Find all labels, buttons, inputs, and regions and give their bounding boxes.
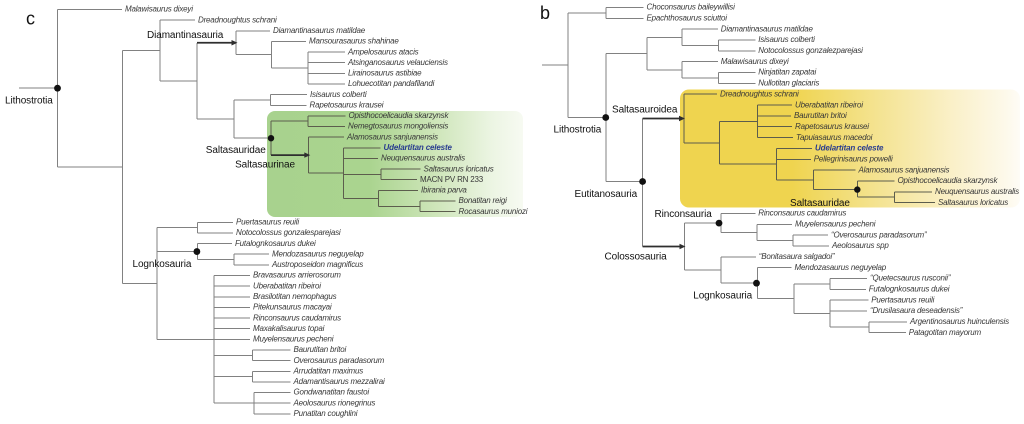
svg-text:Dreadnoughtus schrani: Dreadnoughtus schrani xyxy=(198,15,277,24)
svg-text:Ninjatitan zapatai: Ninjatitan zapatai xyxy=(758,68,816,77)
svg-text:Futalognkosaurus dukei: Futalognkosaurus dukei xyxy=(235,239,316,248)
svg-text:Austroposeidon magnificus: Austroposeidon magnificus xyxy=(271,260,363,269)
svg-text:Pellegrinisaurus powelli: Pellegrinisaurus powelli xyxy=(814,155,893,164)
svg-text:Mendozasaurus neguyelap: Mendozasaurus neguyelap xyxy=(272,249,364,258)
svg-text:Lithostrotia: Lithostrotia xyxy=(554,124,602,135)
svg-text:Pitekunsaurus macayai: Pitekunsaurus macayai xyxy=(253,303,332,312)
svg-text:Saltasauridae: Saltasauridae xyxy=(206,145,266,156)
svg-text:Malawisaurus dixeyi: Malawisaurus dixeyi xyxy=(125,5,193,14)
svg-text:Lohuecotitan pandafilandi: Lohuecotitan pandafilandi xyxy=(348,79,435,88)
svg-text:Diamantinasaurus matildae: Diamantinasaurus matildae xyxy=(273,26,366,35)
svg-text:Punatitan coughlini: Punatitan coughlini xyxy=(294,409,358,418)
svg-text:Arrudatitan maximus: Arrudatitan maximus xyxy=(293,367,364,376)
svg-text:Muyelensaurus pecheni: Muyelensaurus pecheni xyxy=(795,220,876,229)
svg-text:Gondwanatitan faustoi: Gondwanatitan faustoi xyxy=(294,388,370,397)
svg-text:Muyelensaurus pecheni: Muyelensaurus pecheni xyxy=(253,335,334,344)
svg-text:Argentinosaurus huinculensis: Argentinosaurus huinculensis xyxy=(909,317,1009,326)
svg-text:Bonatitan reigi: Bonatitan reigi xyxy=(459,196,508,205)
svg-text:Maxakalisaurus topai: Maxakalisaurus topai xyxy=(253,324,325,333)
svg-text:MACN PV RN 233: MACN PV RN 233 xyxy=(420,175,484,184)
svg-text:Rapetosaurus krausei: Rapetosaurus krausei xyxy=(795,122,869,131)
svg-text:c: c xyxy=(26,9,35,29)
svg-text:Colossosauria: Colossosauria xyxy=(605,252,668,263)
svg-text:Ampelosaurus atacis: Ampelosaurus atacis xyxy=(347,47,419,56)
svg-text:Lognkosauria: Lognkosauria xyxy=(693,290,752,301)
svg-text:Rinconsaurus caudamirus: Rinconsaurus caudamirus xyxy=(253,313,341,322)
svg-text:Aeolosaurus spp: Aeolosaurus spp xyxy=(831,241,889,250)
svg-text:Notocolossus gonzalesparejasi: Notocolossus gonzalesparejasi xyxy=(236,228,341,237)
svg-text:Notocolossus gonzalezparejasi: Notocolossus gonzalezparejasi xyxy=(758,46,863,55)
svg-text:Alamosaurus sanjuanensis: Alamosaurus sanjuanensis xyxy=(858,165,950,174)
svg-text:“Quetecsaurus rusconii”: “Quetecsaurus rusconii” xyxy=(870,274,951,283)
svg-text:Lithostrotia: Lithostrotia xyxy=(5,96,53,107)
svg-text:Epachthosaurus sciuttoi: Epachthosaurus sciuttoi xyxy=(647,14,728,23)
svg-text:Uberabatitan ribeiroi: Uberabatitan ribeiroi xyxy=(253,281,321,290)
svg-text:“Drusilasaura deseadensis”: “Drusilasaura deseadensis” xyxy=(870,306,963,315)
svg-text:Atsinganosaurus velauciensis: Atsinganosaurus velauciensis xyxy=(347,58,448,67)
svg-text:Diamantinasaurus matildae: Diamantinasaurus matildae xyxy=(721,24,814,33)
svg-text:Nullotitan glaciaris: Nullotitan glaciaris xyxy=(758,79,819,88)
svg-text:Mendozasaurus neguyelap: Mendozasaurus neguyelap xyxy=(795,263,887,272)
svg-text:Bravasaurus arrierosorum: Bravasaurus arrierosorum xyxy=(253,271,341,280)
svg-text:Nemegtosaurus mongoliensis: Nemegtosaurus mongoliensis xyxy=(348,122,448,131)
svg-text:Patagotitan mayorum: Patagotitan mayorum xyxy=(909,328,982,337)
svg-text:Saltasaurus loricatus: Saltasaurus loricatus xyxy=(424,164,494,173)
svg-text:Lirainosaurus astibiae: Lirainosaurus astibiae xyxy=(348,69,422,78)
svg-text:Aeolosaurus rionegrinus: Aeolosaurus rionegrinus xyxy=(293,398,376,407)
svg-text:Uberabatitan ribeiroi: Uberabatitan ribeiroi xyxy=(795,100,863,109)
svg-text:Adamantisaurus mezzalirai: Adamantisaurus mezzalirai xyxy=(293,377,385,386)
svg-text:Overosaurus paradasorum: Overosaurus paradasorum xyxy=(294,356,385,365)
svg-text:Opisthocoelicaudia skarzynsk: Opisthocoelicaudia skarzynsk xyxy=(349,111,450,120)
svg-text:Udelartitan celeste: Udelartitan celeste xyxy=(815,144,884,153)
svg-text:Udelartitan celeste: Udelartitan celeste xyxy=(384,143,453,152)
svg-text:Baurutitan britoi: Baurutitan britoi xyxy=(794,111,847,120)
svg-text:“Overosaurus paradasorum”: “Overosaurus paradasorum” xyxy=(831,230,927,239)
svg-text:Lognkosauria: Lognkosauria xyxy=(133,259,192,270)
svg-text:Opisthocoelicaudia skarzynsk: Opisthocoelicaudia skarzynsk xyxy=(898,176,999,185)
svg-text:Puertasaurus reuili: Puertasaurus reuili xyxy=(236,218,299,227)
svg-text:Rinconsauria: Rinconsauria xyxy=(655,209,713,220)
svg-text:Eutitanosauria: Eutitanosauria xyxy=(575,189,638,200)
svg-text:Ibirania parva: Ibirania parva xyxy=(421,186,467,195)
svg-text:Neuquensaurus australis: Neuquensaurus australis xyxy=(381,154,465,163)
svg-text:Rinconsaurus caudamirus: Rinconsaurus caudamirus xyxy=(758,209,846,218)
svg-text:Saltasaurus loricatus: Saltasaurus loricatus xyxy=(938,198,1008,207)
svg-text:Neuquensaurus australis: Neuquensaurus australis xyxy=(935,187,1019,196)
svg-text:Mansourasaurus shahinae: Mansourasaurus shahinae xyxy=(309,37,399,46)
svg-text:Puertasaurus reuili: Puertasaurus reuili xyxy=(871,295,934,304)
svg-text:Dreadnoughtus schrani: Dreadnoughtus schrani xyxy=(720,89,799,98)
svg-text:Baurutitan britoi: Baurutitan britoi xyxy=(294,345,347,354)
svg-text:Rocasaurus muniozi: Rocasaurus muniozi xyxy=(459,207,528,216)
svg-text:Choconsaurus baileywillisi: Choconsaurus baileywillisi xyxy=(647,3,736,12)
svg-text:Isisaurus colberti: Isisaurus colberti xyxy=(758,35,815,44)
svg-text:Malawisaurus dixeyi: Malawisaurus dixeyi xyxy=(721,57,789,66)
svg-text:Saltasaurinae: Saltasaurinae xyxy=(235,160,295,171)
svg-text:Rapetosaurus krausei: Rapetosaurus krausei xyxy=(310,101,384,110)
svg-text:Diamantinasauria: Diamantinasauria xyxy=(147,30,224,41)
svg-text:Saltasauridae: Saltasauridae xyxy=(790,198,850,209)
svg-text:“Bonitasaura salgadoi”: “Bonitasaura salgadoi” xyxy=(759,252,835,261)
svg-text:b: b xyxy=(540,3,550,23)
svg-text:Saltasauroidea: Saltasauroidea xyxy=(612,105,678,116)
svg-text:Brasilotitan nemophagus: Brasilotitan nemophagus xyxy=(253,292,337,301)
svg-text:Tapuiasaurus macedoi: Tapuiasaurus macedoi xyxy=(796,133,873,142)
svg-text:Futalognkosaurus dukei: Futalognkosaurus dukei xyxy=(869,285,950,294)
svg-text:Isisaurus colberti: Isisaurus colberti xyxy=(310,90,367,99)
svg-text:Alamosaurus sanjuanensis: Alamosaurus sanjuanensis xyxy=(346,132,438,141)
